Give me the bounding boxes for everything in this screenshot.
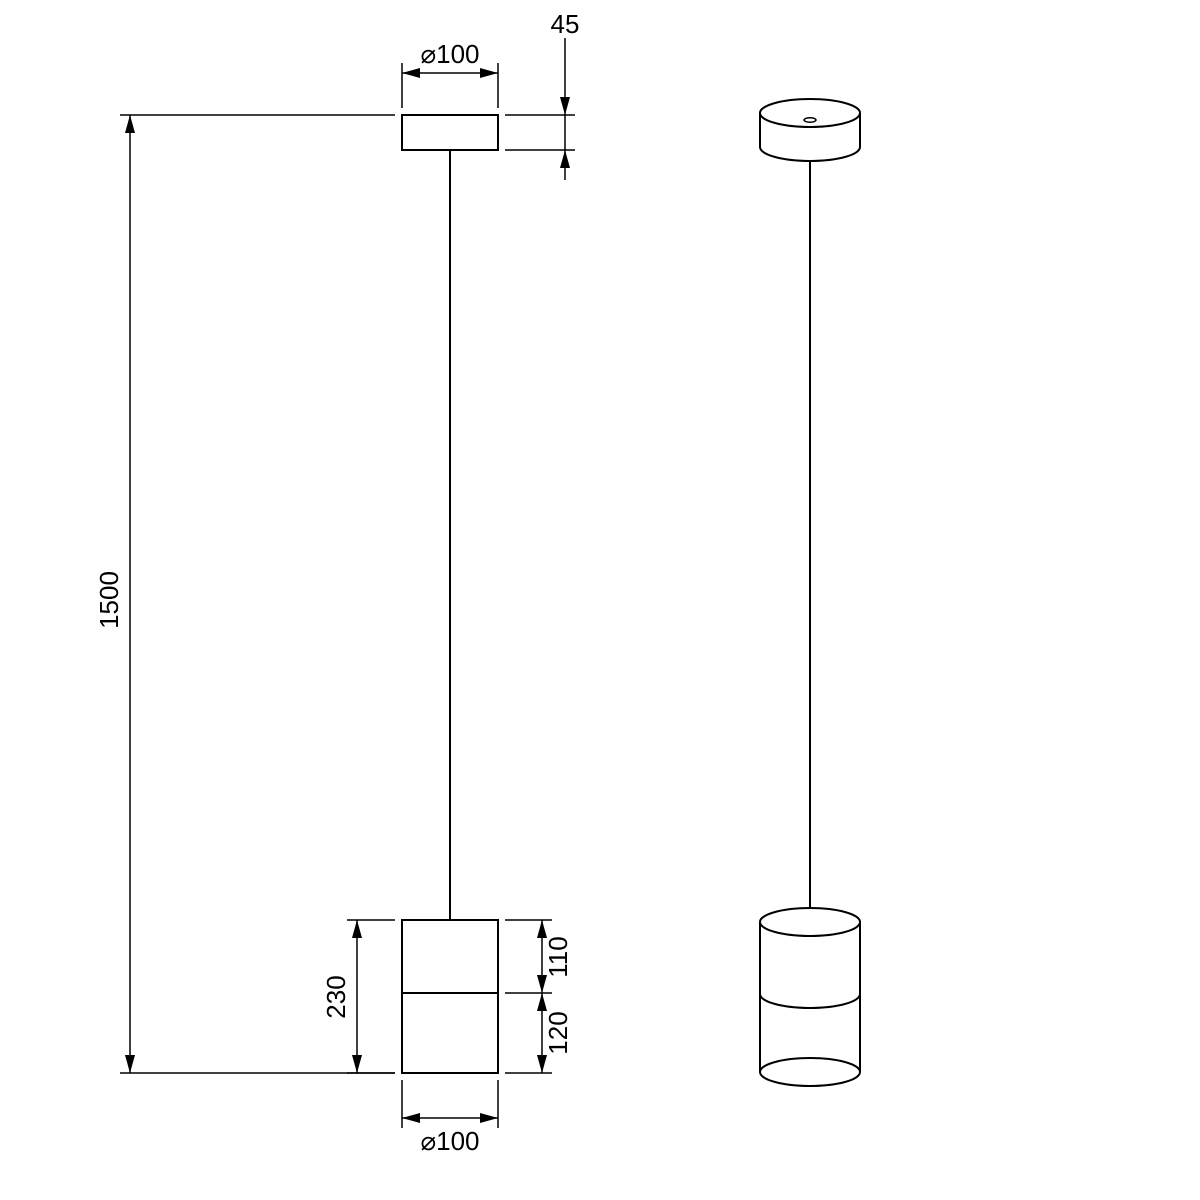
body-upper-rect (402, 920, 498, 993)
dim-body-diameter-label: ⌀100 (420, 1126, 479, 1156)
dim-total-height: 1500 (94, 115, 395, 1073)
dim-body-lower: 120 (505, 993, 573, 1073)
dim-body-upper: 110 (505, 920, 573, 993)
perspective-view (760, 99, 860, 1086)
dim-total-height-label: 1500 (94, 571, 124, 629)
dim-body-upper-label: 110 (543, 936, 573, 977)
dim-canopy-diameter-label: ⌀100 (420, 39, 479, 69)
dim-body-lower-label: 120 (543, 1011, 573, 1054)
body-split-arc (760, 994, 860, 1008)
technical-drawing: 1500 ⌀100 45 ⌀100 230 (0, 0, 1200, 1200)
body-lower-rect (402, 993, 498, 1073)
canopy-hole (804, 118, 816, 122)
dim-body-total: 230 (321, 920, 395, 1073)
dim-canopy-height: 45 (505, 9, 579, 180)
dim-canopy-diameter: ⌀100 (402, 39, 498, 108)
dim-body-total-label: 230 (321, 975, 351, 1018)
body-top-ellipse (760, 908, 860, 936)
front-view (402, 115, 498, 1073)
canopy-rect (402, 115, 498, 150)
dim-canopy-height-label: 45 (551, 9, 580, 39)
dim-body-diameter: ⌀100 (402, 1080, 498, 1156)
body-bottom-ellipse (760, 1058, 860, 1086)
canopy-bottom-arc (760, 147, 860, 161)
